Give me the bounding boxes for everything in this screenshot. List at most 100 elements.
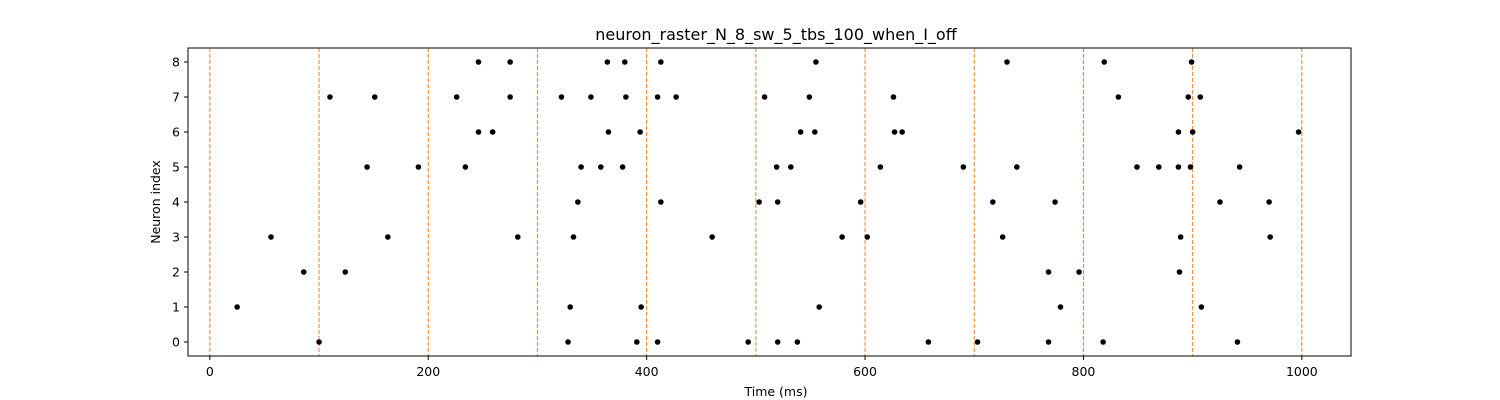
spike-point-n3-t971 (1267, 234, 1273, 240)
spike-point-n7-t896 (1185, 94, 1192, 100)
y-tick-label-5: 5 (172, 160, 180, 175)
spike-point-n6-t394 (637, 129, 643, 135)
x-tick-label-200: 200 (416, 364, 440, 379)
spike-point-n3-t282 (514, 234, 521, 240)
spike-point-n7-t907 (1197, 94, 1204, 100)
spike-point-n0-t493 (745, 339, 752, 345)
spike-point-n8-t246 (475, 59, 482, 65)
spike-point-n1-t558 (816, 304, 822, 310)
y-tick-label-7: 7 (172, 90, 180, 105)
spike-point-n7-t275 (507, 94, 513, 100)
spike-point-n5-t532 (787, 164, 794, 170)
spike-point-n8-t380 (622, 59, 628, 65)
spike-point-n5-t234 (462, 164, 469, 170)
spike-point-n6-t627 (891, 129, 898, 135)
spike-point-n0-t520 (774, 339, 781, 345)
spike-point-n1-t908 (1198, 304, 1205, 310)
chart-title: neuron_raster_N_8_sw_5_tbs_100_when_I_of… (595, 25, 957, 45)
spike-point-n3-t889 (1177, 234, 1184, 240)
spike-point-n1-t25 (234, 304, 240, 310)
spike-point-n3-t726 (999, 234, 1006, 240)
x-tick-label-600: 600 (853, 364, 877, 379)
spike-point-n0-t391 (634, 339, 640, 345)
spike-point-n2-t888 (1176, 269, 1183, 275)
spike-point-n6-t900 (1189, 129, 1196, 135)
x-axis-label: Time (ms) (743, 384, 807, 399)
spike-point-n4-t413 (658, 199, 664, 205)
y-axis-label: Neuron index (148, 160, 163, 244)
spike-point-n8-t364 (604, 59, 611, 65)
spike-point-n2-t124 (342, 269, 349, 275)
spike-point-n1-t330 (567, 304, 574, 310)
spike-point-n2-t768 (1045, 269, 1052, 275)
x-tick-label-800: 800 (1072, 364, 1096, 379)
y-tick-label-2: 2 (172, 265, 180, 280)
spike-point-n6-t634 (899, 129, 905, 135)
spike-point-n6-t541 (797, 129, 804, 135)
spike-point-n8-t555 (813, 59, 819, 65)
spike-point-n0-t410 (654, 339, 661, 345)
spike-point-n5-t887 (1175, 164, 1182, 170)
y-tick-label-3: 3 (172, 230, 180, 245)
spike-point-n6-t997 (1295, 129, 1302, 135)
spike-point-n5-t690 (960, 164, 967, 170)
spike-point-n7-t626 (890, 94, 897, 100)
spike-point-n3-t602 (864, 234, 871, 240)
spike-point-n6-t887 (1175, 129, 1182, 135)
spike-point-n3-t579 (839, 234, 845, 240)
y-tick-label-0: 0 (172, 335, 180, 350)
spike-point-n7-t110 (327, 94, 333, 100)
spike-point-n7-t549 (806, 94, 813, 100)
spike-point-n6-t246 (475, 129, 482, 135)
spike-point-n5-t519 (773, 164, 780, 170)
spike-point-n5-t340 (578, 164, 584, 170)
spike-point-n8-t413 (658, 59, 664, 65)
spike-point-n7-t226 (453, 94, 460, 100)
y-tick-label-6: 6 (172, 125, 180, 140)
spike-point-n8-t730 (1004, 59, 1010, 65)
spike-point-n7-t410 (654, 94, 661, 100)
spike-point-n2-t796 (1076, 269, 1082, 275)
spike-point-n7-t322 (558, 94, 565, 100)
spike-point-n5-t358 (597, 164, 604, 170)
spike-point-n0-t328 (565, 339, 571, 345)
spike-point-n0-t100 (316, 339, 322, 345)
spike-point-n5-t739 (1014, 164, 1020, 170)
spike-point-n1-t779 (1057, 304, 1064, 310)
spike-point-n6-t259 (489, 129, 496, 135)
spike-point-n7-t151 (371, 94, 378, 100)
spike-point-n4-t520 (774, 199, 781, 205)
spike-point-n4-t503 (756, 199, 762, 205)
spike-point-n3-t163 (385, 234, 391, 240)
spike-point-n1-t395 (638, 304, 644, 310)
spike-point-n8-t819 (1101, 59, 1108, 65)
spike-point-n5-t869 (1156, 164, 1162, 170)
spike-point-n0-t538 (794, 339, 801, 345)
spike-point-n7-t508 (761, 94, 768, 100)
spike-point-n5-t378 (619, 164, 626, 170)
spike-point-n5-t144 (364, 164, 370, 170)
spike-point-n8-t275 (507, 59, 513, 65)
spike-point-n8-t899 (1188, 59, 1195, 65)
spike-point-n7-t381 (623, 94, 629, 100)
spike-point-n4-t596 (857, 199, 864, 205)
spike-point-n7-t349 (588, 94, 594, 100)
spike-point-n6-t365 (605, 129, 612, 135)
plot-area: 0 200 400 600 800 1000 0 1 2 3 4 5 6 7 8 (172, 47, 1352, 379)
spike-point-n5-t898 (1187, 164, 1194, 170)
spike-point-n4-t717 (990, 199, 996, 205)
spike-point-n0-t768 (1045, 339, 1052, 345)
spike-point-n3-t460 (709, 234, 715, 240)
spike-point-n0-t941 (1234, 339, 1241, 345)
y-tick-label-8: 8 (172, 55, 180, 70)
x-tick-label-1000: 1000 (1286, 364, 1318, 379)
x-tick-label-0: 0 (206, 364, 214, 379)
spike-point-n0-t658 (925, 339, 932, 345)
spike-point-n5-t849 (1134, 164, 1140, 170)
spike-point-n3-t333 (570, 234, 577, 240)
plot-frame (187, 47, 1352, 357)
spike-point-n4-t774 (1052, 199, 1058, 205)
spike-point-n2-t86 (300, 269, 307, 275)
